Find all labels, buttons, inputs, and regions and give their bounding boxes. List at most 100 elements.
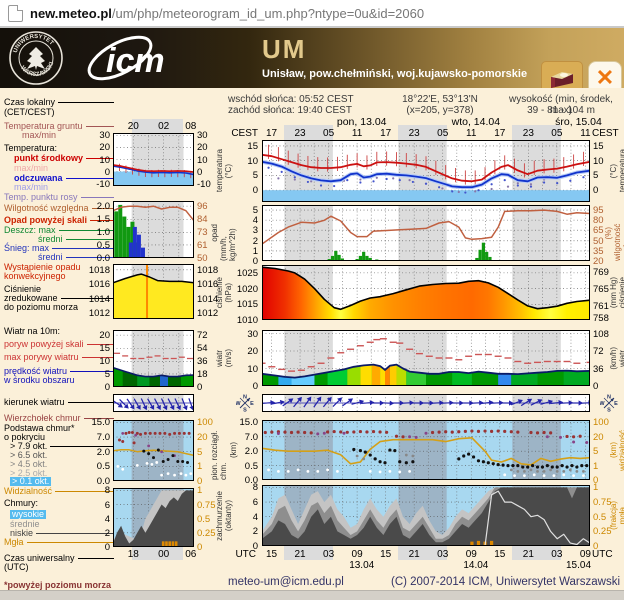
ytick-right-cloud-main-4: 0 — [593, 475, 599, 486]
altitude-label: wysokość (min, środek, max) — [509, 94, 613, 116]
sidebar-label-29: o pokryciu — [4, 433, 115, 442]
ytick-right-zachm-main-3: 0.25 — [593, 526, 612, 538]
main-footer-strip — [262, 546, 590, 560]
night-band — [284, 546, 333, 560]
browser-url-bar[interactable]: new.meteo.pl/um/php/meteorogram_id_um.ph… — [0, 0, 624, 28]
leader-line — [65, 239, 114, 240]
ytick-left-wind-mini-4: 0 — [104, 382, 110, 393]
sidebar-label-26: kierunek wiatru — [4, 398, 115, 407]
series-wind-mini-2 — [114, 352, 193, 360]
series-wind-main-2 — [258, 338, 594, 372]
ytick-left-wind-main-1: 20 — [247, 346, 258, 357]
utc-tick-8: 15 — [494, 549, 506, 560]
cest-tick-11: 11 — [580, 128, 591, 139]
window-bottom-strip[interactable] — [0, 590, 624, 600]
svg-text:W: W — [600, 401, 605, 407]
chart-svg-wind-main — [258, 330, 594, 386]
sidebar-label-text: Czas uniwersalny — [4, 553, 75, 563]
ytick-left-opad-main-3: 2 — [252, 235, 258, 247]
url-host: new.meteo.pl — [30, 5, 112, 21]
sidebar-label-text: (CET/CEST) — [4, 107, 55, 117]
ytick-left-press-main-2: 1015 — [236, 299, 258, 311]
series-wind-main-1 — [261, 363, 591, 379]
ytick-left-opad-main-4: 1 — [252, 245, 258, 257]
axis-title-text: ciśnienie — [618, 276, 624, 309]
contact-email[interactable]: meteo-um@icm.edu.pl — [228, 576, 344, 588]
utc-tick-1: 21 — [294, 549, 306, 560]
utc-tick-10: 03 — [551, 549, 563, 560]
ytick-left-cloud-main-4: 0.0 — [244, 475, 258, 486]
series-temp-main-6 — [261, 153, 591, 183]
utc-tick-0: 15 — [265, 549, 278, 560]
axis-title-text: widzialność — [618, 429, 624, 471]
chart-panel-opad-main — [261, 205, 591, 262]
chart-panel-wdir-mini — [111, 394, 195, 412]
sidebar-label-31: > 6.5 okt. — [10, 451, 115, 460]
ytick-right-cloud-main-1: 20 — [593, 431, 604, 443]
svg-text:icm: icm — [106, 42, 165, 80]
cest-tick-5: 23 — [408, 128, 420, 139]
series-press-main-1 — [261, 266, 591, 311]
sidebar-label-15: średni — [38, 253, 115, 262]
sidebar-label-10: Wilgotność względna — [4, 204, 115, 213]
axis-title-right-zachm-main: (frakcja) mgła — [609, 485, 624, 546]
chart-svg-press-mini — [112, 264, 195, 319]
tz-label-left: CEST — [231, 128, 258, 139]
ytick-right-cloud-mini-4: 0 — [197, 476, 203, 487]
ytick-right-temp-main-1: 10 — [593, 155, 604, 167]
chart-panel-wdir-main — [261, 394, 593, 412]
ytick-right-opad-main-5: 20 — [593, 256, 604, 267]
axis-title-unit: (km/h) — [608, 346, 618, 370]
cake-icon — [551, 72, 573, 88]
leader-line — [58, 230, 114, 231]
utc-tick-11: 09 — [579, 549, 591, 560]
sidebar-label-38: średnie — [10, 520, 115, 529]
sidebar-label-text: > 2.5 okt. — [10, 468, 48, 478]
leader-line — [83, 418, 114, 419]
series-press-mini-0 — [113, 274, 194, 319]
mini-time-0: 20 — [127, 121, 139, 132]
ytick-right-cloud-mini-0: 100 — [197, 417, 213, 429]
mini-utc-0: 18 — [127, 549, 139, 560]
sidebar-label-text: do poziomu morza — [4, 302, 79, 312]
sidebar-label-text: > 7.9 okt. — [10, 441, 48, 451]
night-band — [131, 546, 184, 560]
leader-line — [26, 542, 114, 543]
sidebar-label-text: max porywy wiatru — [4, 352, 79, 362]
ytick-left-zachm-mini-0: 8 — [104, 485, 110, 497]
mini-time-1: 02 — [158, 121, 170, 132]
ytick-left-wind-main-0: 30 — [247, 328, 258, 340]
above-sea-level-note: *powyżej poziomu morza — [4, 580, 112, 590]
sidebar-label-text: niskie — [10, 528, 34, 538]
series-wind-mini-1 — [112, 366, 195, 378]
sidebar-label-33: > 2.5 okt. — [10, 469, 115, 478]
sidebar-label-36: Chmury: — [4, 499, 115, 508]
ytick-right-press-main-3: 758 — [593, 313, 609, 325]
series-opad-mini-2 — [112, 205, 195, 222]
date-label-2: 15.04 — [566, 560, 592, 571]
ytick-left-opad-main-2: 3 — [252, 225, 258, 237]
ytick-right-opad-mini-1: 84 — [197, 214, 208, 226]
ytick-left-press-main-1: 1020 — [236, 283, 258, 295]
sidebar-label-text: (UTC) — [4, 562, 29, 572]
ytick-left-cloud-main-1: 7.0 — [244, 431, 258, 443]
chart-panel-zachm-mini — [113, 488, 194, 547]
utc-tick-9: 21 — [522, 549, 534, 560]
main-header-strip — [262, 125, 590, 140]
ytick-right-press-main-1: 765 — [593, 283, 609, 295]
ytick-left-zachm-main-3: 2 — [252, 526, 258, 538]
ytick-left-cloud-main-0: 15.0 — [239, 417, 259, 429]
leader-line — [85, 126, 114, 127]
svg-text:S: S — [243, 408, 247, 413]
sidebar-label-text: max/min — [22, 130, 57, 140]
altitude-value: 39 - 81 - 104 m — [527, 105, 595, 116]
day-label-0: pon, 13.04 — [336, 116, 387, 128]
sidebar-label-20: do poziomu morza — [4, 303, 115, 312]
sidebar-label-14: Śnieg: max — [4, 244, 115, 253]
sidebar-label-text: Temperatura gruntu — [4, 121, 83, 131]
sunrise-text: wschód słońca: 05:52 CEST — [228, 94, 354, 105]
night-band — [131, 119, 184, 133]
leader-line — [52, 248, 114, 249]
